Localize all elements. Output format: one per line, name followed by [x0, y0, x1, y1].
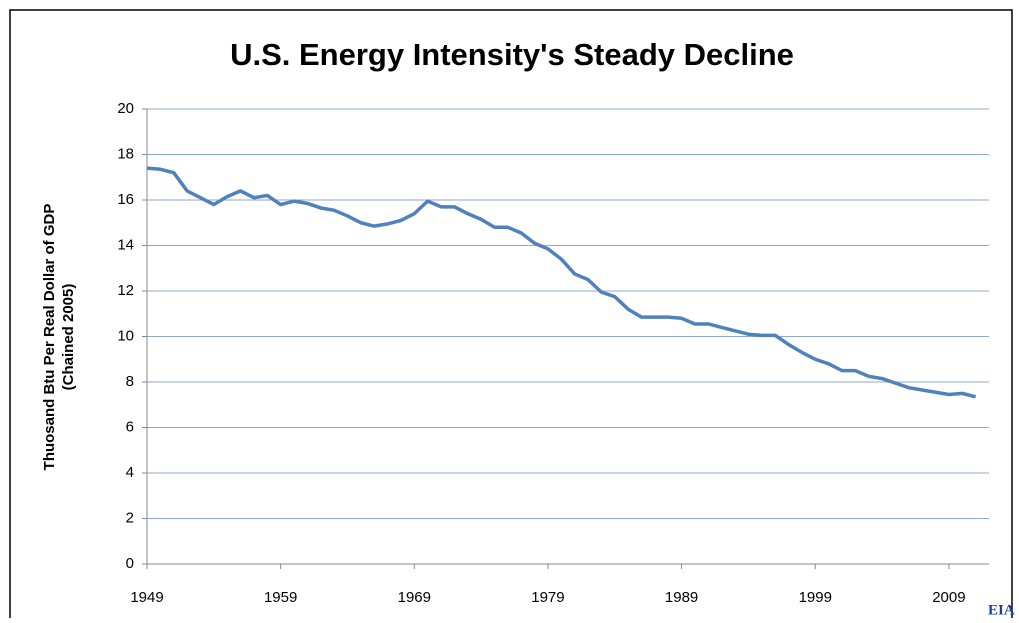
y-tick-label: 8: [126, 373, 134, 390]
x-tick-label: 1949: [130, 589, 163, 606]
y-tick-label: 16: [117, 191, 134, 208]
y-tick-label: 6: [126, 418, 134, 435]
chart-title: U.S. Energy Intensity's Steady Decline: [230, 37, 794, 72]
data-line: [146, 166, 977, 399]
y-tick-label: 20: [117, 100, 134, 117]
x-tick-label: 1999: [799, 589, 832, 606]
y-axis-title-line: (Chained 2005): [60, 284, 77, 391]
x-tick-label: 1969: [398, 589, 431, 606]
x-tick-label: 1989: [665, 589, 698, 606]
y-tick-label: 10: [117, 327, 134, 344]
y-tick-label: 14: [117, 236, 134, 253]
x-tick-label: 2009: [932, 589, 965, 606]
y-tick-label: 4: [126, 464, 134, 481]
x-tick-label: 1979: [531, 589, 564, 606]
y-tick-label: 2: [126, 509, 134, 526]
y-axis-title: Thuosand Btu Per Real Dollar of GDP (Cha…: [41, 204, 77, 471]
chart-border: [9, 9, 1013, 623]
y-tick-label: 0: [126, 555, 134, 572]
logo: EIA: [988, 602, 1015, 618]
y-tick-label: 18: [117, 145, 134, 162]
y-tick-label: 12: [117, 282, 134, 299]
x-tick-label: 1959: [264, 589, 297, 606]
y-axis-title-line: Thuosand Btu Per Real Dollar of GDP: [41, 204, 58, 471]
